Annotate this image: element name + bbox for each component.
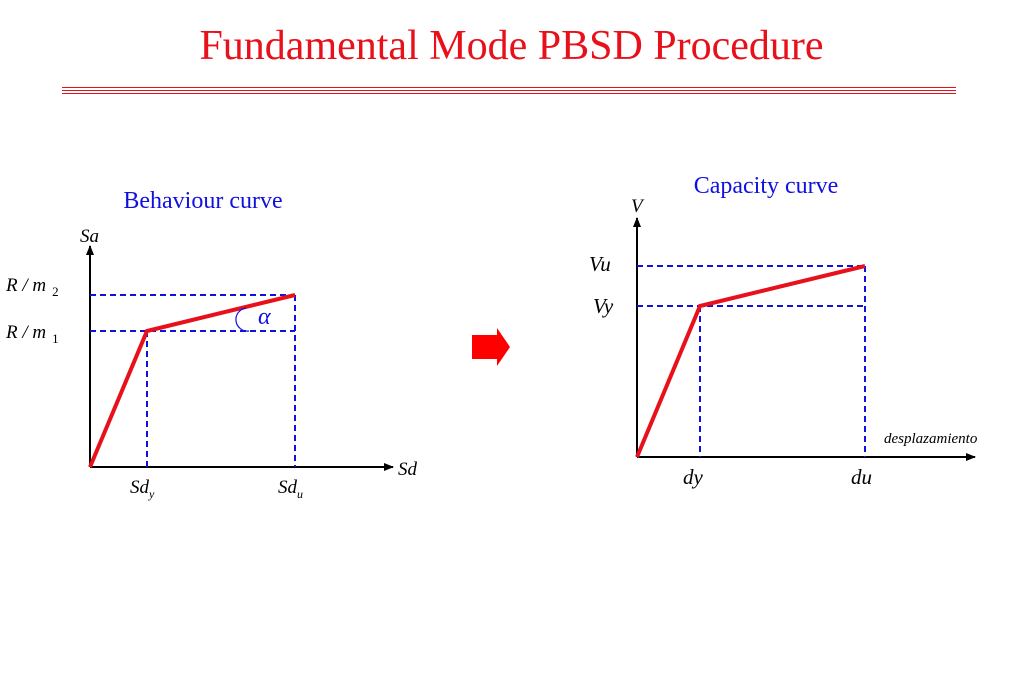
capacity-du-label: du: [851, 465, 872, 489]
capacity-curve-diagram: Capacity curve V desplazamiento Vu Vy dy…: [589, 173, 978, 489]
capacity-vy-label: Vy: [593, 294, 614, 318]
title-rule-top: [62, 87, 956, 88]
behaviour-angle-label: α: [258, 304, 271, 330]
behaviour-curve-line: [88, 293, 296, 468]
capacity-vu-label: Vu: [589, 252, 611, 276]
capacity-x-axis-label: desplazamiento: [884, 431, 978, 447]
capacity-caption: Capacity curve: [694, 173, 839, 199]
behaviour-sdy-label: Sdy: [130, 477, 155, 501]
behaviour-caption: Behaviour curve: [123, 188, 282, 214]
capacity-y-axis-label: V: [631, 196, 645, 217]
title-rule-bottom: [62, 93, 956, 94]
behaviour-angle-arc: [235, 307, 250, 332]
behaviour-x-axis-label: Sd: [398, 459, 418, 480]
capacity-curve-line: [635, 264, 866, 458]
capacity-dy-label: dy: [683, 465, 704, 489]
right-arrow-icon: [472, 328, 510, 366]
behaviour-sdu-label: Sdu: [278, 477, 303, 501]
title-rule-middle: [62, 90, 956, 91]
behaviour-y-axis-label: Sa: [80, 226, 99, 247]
page-title: Fundamental Mode PBSD Procedure: [199, 23, 824, 69]
